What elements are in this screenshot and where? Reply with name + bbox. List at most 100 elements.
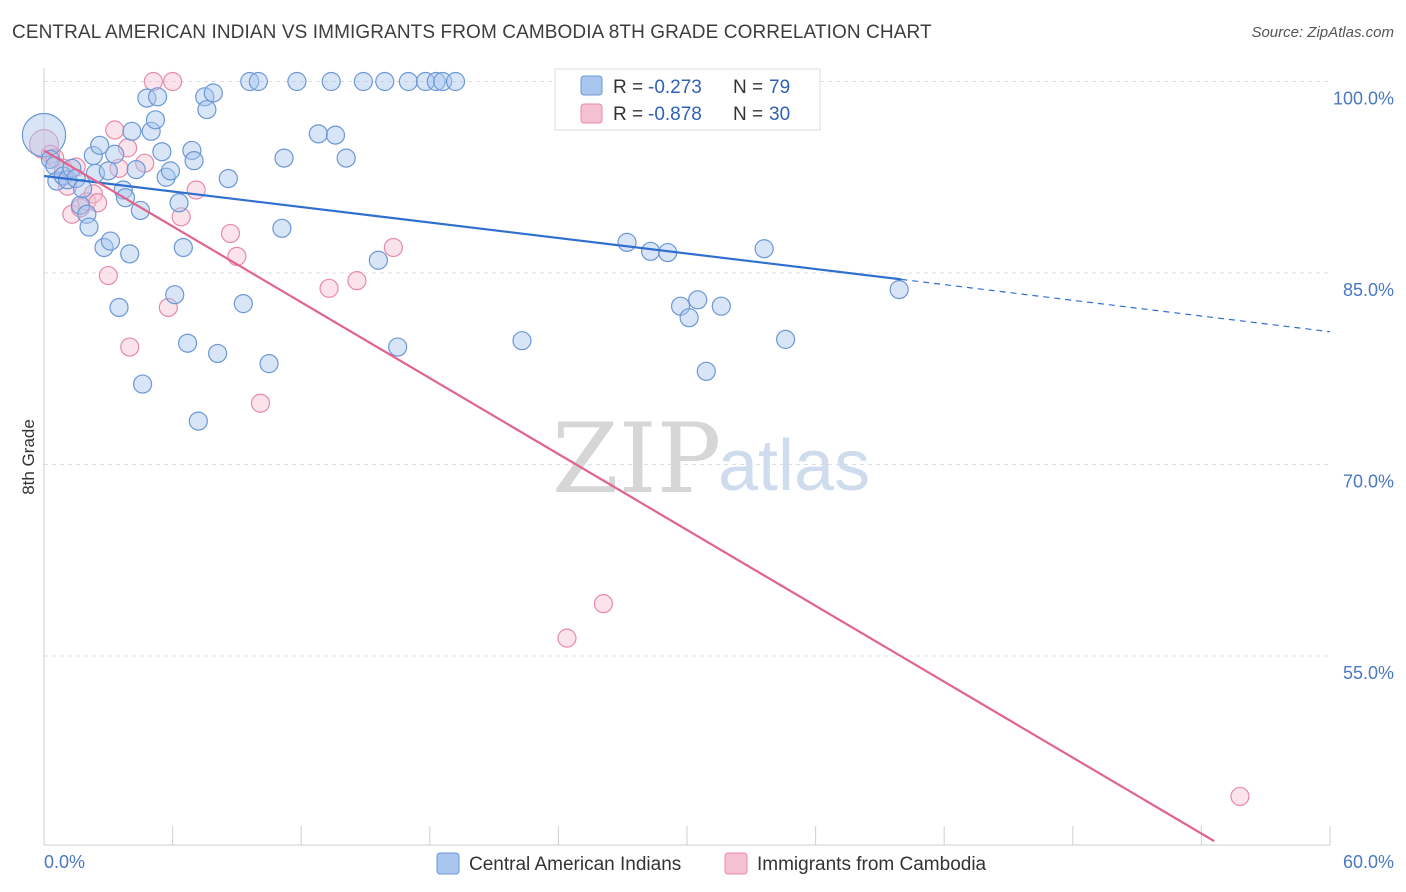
pink-point-17 bbox=[143, 71, 163, 92]
blue-point-37 bbox=[178, 333, 198, 353]
blue-point-77 bbox=[775, 329, 796, 349]
legend-swatch-blue bbox=[580, 75, 603, 96]
source-label: Source: ZipAtlas.com bbox=[1251, 24, 1394, 41]
blue-point-22 bbox=[120, 244, 140, 264]
legend-box: R = -0.273 N = 79 R = -0.878 N = 30 bbox=[554, 68, 821, 131]
blue-point-61 bbox=[398, 71, 418, 92]
blue-point-45 bbox=[218, 168, 238, 189]
pink-point-25 bbox=[319, 278, 339, 298]
trend-line-blue bbox=[43, 174, 902, 281]
x-tick-label-max: 60.0% bbox=[1343, 852, 1394, 872]
blue-point-34 bbox=[165, 285, 185, 305]
blue-point-42 bbox=[197, 99, 217, 120]
y-tick-label-3: 55.0% bbox=[1343, 663, 1394, 683]
blue-point-65 bbox=[445, 71, 466, 92]
blue-point-60 bbox=[388, 337, 408, 357]
blue-point-62 bbox=[415, 71, 436, 92]
y-tick-label-1: 85.0% bbox=[1343, 280, 1394, 300]
pink-point-28 bbox=[557, 628, 577, 648]
blue-point-17 bbox=[100, 231, 121, 251]
pink-point-23 bbox=[227, 246, 247, 267]
blue-point-39 bbox=[184, 151, 204, 171]
blue-point-51 bbox=[274, 148, 294, 168]
points-blue bbox=[21, 71, 909, 431]
blue-point-68 bbox=[617, 232, 637, 252]
y-axis-label: 8th Grade bbox=[19, 419, 38, 495]
blue-point-55 bbox=[325, 125, 346, 145]
blue-point-49 bbox=[259, 354, 279, 374]
blue-point-73 bbox=[688, 290, 708, 310]
pink-point-0 bbox=[29, 129, 59, 160]
blue-point-54 bbox=[321, 71, 341, 92]
blue-point-69 bbox=[640, 241, 661, 261]
pink-point-26 bbox=[347, 271, 367, 291]
pink-point-20 bbox=[171, 207, 191, 227]
blue-point-53 bbox=[308, 124, 328, 144]
blue-point-59 bbox=[375, 71, 395, 92]
blue-point-24 bbox=[126, 159, 146, 180]
pink-point-29 bbox=[593, 594, 614, 614]
blue-point-58 bbox=[368, 250, 388, 270]
blue-point-23 bbox=[122, 121, 142, 141]
x-tick-label-min: 0.0% bbox=[44, 852, 85, 872]
trend-lines bbox=[43, 149, 1331, 843]
blue-point-57 bbox=[353, 71, 373, 92]
watermark: ZIP atlas bbox=[552, 403, 870, 515]
pink-point-9 bbox=[83, 184, 103, 204]
legend-n-value-blue: 79 bbox=[769, 77, 790, 98]
blue-point-31 bbox=[152, 142, 172, 162]
blue-point-74 bbox=[696, 361, 716, 381]
pink-point-21 bbox=[186, 180, 206, 200]
bottom-legend-label-blue: Central American Indians bbox=[469, 854, 681, 875]
legend-r-label-pink: R = bbox=[613, 104, 643, 125]
legend-r-label-blue: R = bbox=[613, 77, 643, 98]
bottom-legend-label-pink: Immigrants from Cambodia bbox=[757, 854, 987, 875]
blue-point-19 bbox=[109, 297, 129, 318]
chart-title: CENTRAL AMERICAN INDIAN VS IMMIGRANTS FR… bbox=[12, 22, 932, 43]
blue-point-11 bbox=[79, 217, 99, 237]
blue-point-43 bbox=[203, 83, 223, 103]
bottom-legend-swatch-pink bbox=[724, 852, 748, 875]
y-tick-label-2: 70.0% bbox=[1343, 472, 1394, 492]
blue-point-28 bbox=[141, 121, 161, 141]
blue-point-40 bbox=[188, 411, 208, 431]
blue-point-72 bbox=[679, 308, 699, 328]
bottom-legend: Central American Indians Immigrants from… bbox=[436, 852, 987, 875]
watermark-zip: ZIP bbox=[552, 403, 721, 515]
pink-point-30 bbox=[1230, 786, 1250, 807]
blue-point-46 bbox=[233, 294, 253, 314]
pink-point-22 bbox=[220, 223, 241, 244]
watermark-atlas: atlas bbox=[718, 426, 870, 506]
legend-n-label-blue: N = bbox=[733, 77, 763, 98]
blue-point-75 bbox=[711, 296, 731, 316]
blue-point-29 bbox=[145, 110, 166, 130]
y-tick-labels: 100.0% 85.0% 70.0% 55.0% bbox=[1333, 89, 1394, 684]
blue-point-50 bbox=[272, 218, 292, 238]
blue-point-63 bbox=[426, 71, 446, 92]
pink-point-24 bbox=[250, 393, 271, 413]
x-tick-labels: 0.0% 60.0% bbox=[44, 852, 1394, 872]
legend-r-value-blue: -0.273 bbox=[648, 77, 702, 98]
pink-point-15 bbox=[120, 337, 140, 357]
blue-point-30 bbox=[147, 87, 168, 107]
blue-point-33 bbox=[160, 161, 181, 181]
blue-point-36 bbox=[173, 237, 193, 258]
trend-line-pink bbox=[43, 149, 1215, 843]
blue-point-0 bbox=[21, 112, 67, 158]
legend-n-label-pink: N = bbox=[733, 104, 763, 125]
blue-point-18 bbox=[105, 144, 125, 164]
legend-n-value-pink: 30 bbox=[769, 104, 790, 125]
blue-point-35 bbox=[169, 193, 189, 213]
blue-point-76 bbox=[754, 239, 774, 259]
blue-point-16 bbox=[98, 161, 118, 181]
legend-r-value-pink: -0.878 bbox=[648, 104, 702, 125]
blue-point-14 bbox=[90, 135, 110, 155]
bottom-legend-swatch-blue bbox=[436, 852, 460, 875]
axes bbox=[43, 68, 1331, 846]
pink-point-27 bbox=[383, 237, 403, 258]
pink-point-11 bbox=[98, 265, 118, 286]
legend-swatch-pink bbox=[580, 103, 603, 124]
trend-line-blue-extension bbox=[901, 278, 1331, 333]
blue-point-44 bbox=[208, 343, 228, 364]
